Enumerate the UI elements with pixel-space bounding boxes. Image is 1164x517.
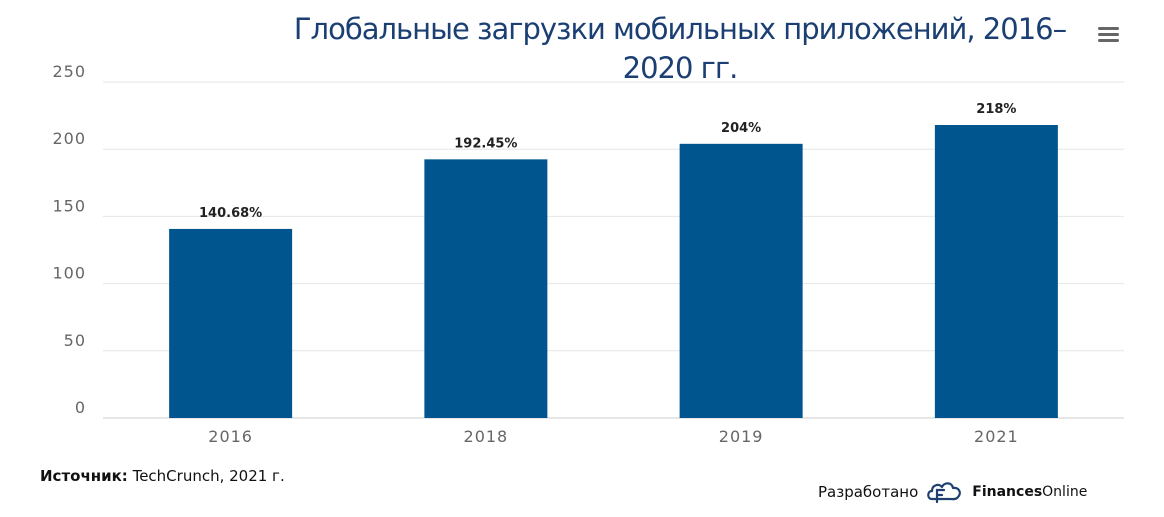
credit-brand: FinancesOnline	[972, 484, 1087, 500]
source-text: TechCrunch, 2021 г.	[132, 467, 285, 485]
y-tick-label: 100	[52, 264, 86, 283]
x-tick-label: 2021	[974, 427, 1019, 446]
data-label: 140.68%	[199, 206, 262, 221]
y-tick-label: 50	[64, 331, 86, 350]
source-line: Источник: TechCrunch, 2021 г.	[40, 467, 285, 485]
credit-brand-bold: Finances	[972, 484, 1043, 500]
y-tick-label: 200	[52, 129, 86, 148]
menu-bar	[1098, 27, 1119, 30]
chart-title: Глобальные загрузки мобильных приложений…	[293, 12, 1067, 85]
hamburger-menu-icon[interactable]	[1097, 24, 1121, 44]
source-prefix: Источник:	[40, 467, 128, 485]
credit-brand-rest: Online	[1042, 484, 1088, 500]
bar	[169, 228, 293, 418]
bar	[424, 159, 548, 418]
y-tick-label: 150	[52, 196, 86, 215]
credit[interactable]: Разработано FinancesOnline	[818, 478, 1087, 506]
bar-chart: 0 50 100 150 200 250 140.68% 2016 192.45% 2018 204…	[52, 62, 1124, 446]
bar	[934, 125, 1058, 419]
y-tick-label: 250	[52, 62, 86, 81]
financesonline-logo-icon	[927, 482, 962, 504]
x-tick-label: 2019	[719, 427, 764, 446]
data-label: 204%	[721, 121, 761, 136]
y-tick-label: 0	[75, 398, 86, 417]
data-label: 192.45%	[454, 136, 517, 151]
bar	[679, 143, 803, 418]
credit-label: Разработано	[818, 483, 919, 501]
x-tick-label: 2018	[464, 427, 509, 446]
x-tick-label: 2016	[208, 427, 253, 446]
menu-bar	[1098, 33, 1119, 36]
data-label: 218%	[976, 102, 1016, 117]
menu-bar	[1098, 39, 1119, 42]
